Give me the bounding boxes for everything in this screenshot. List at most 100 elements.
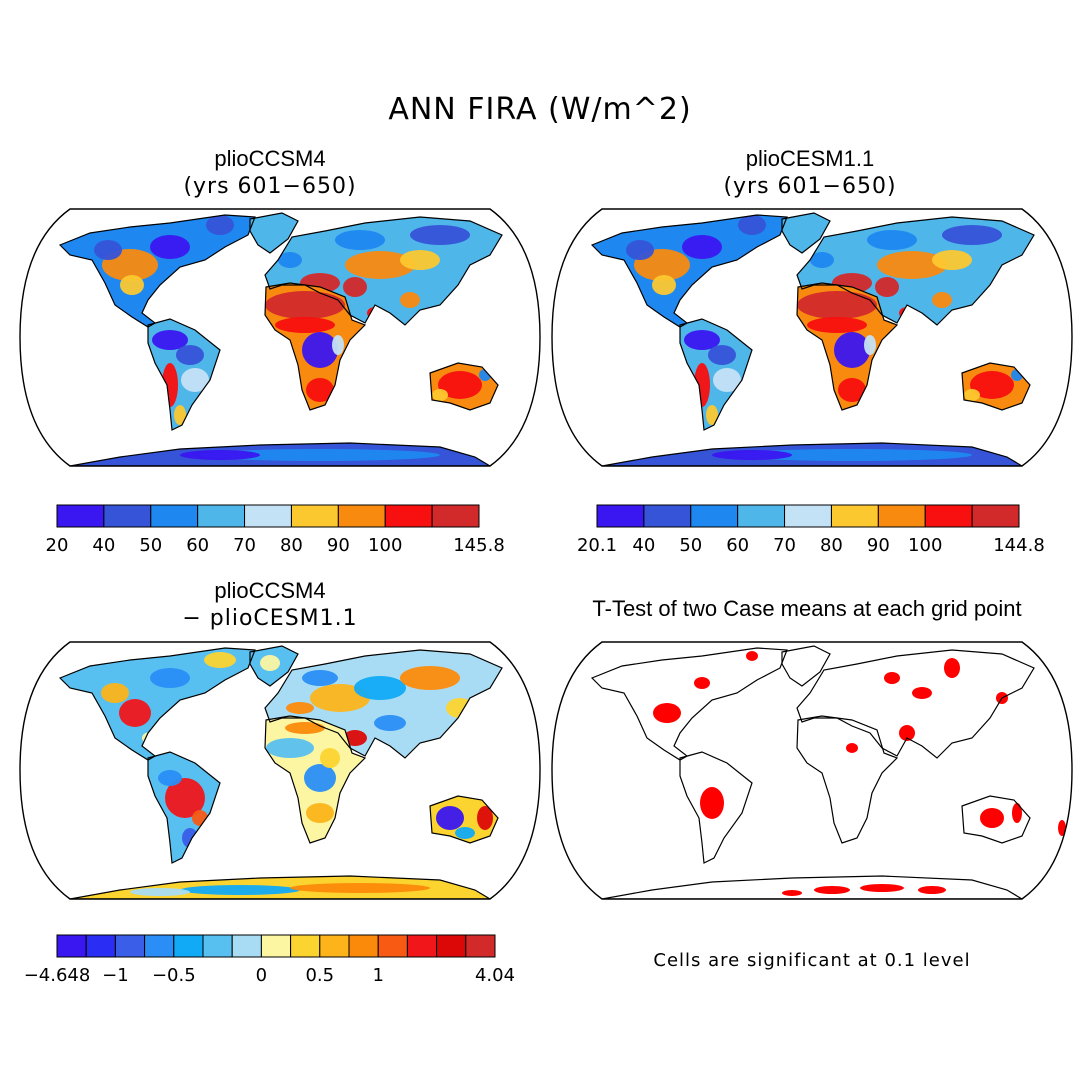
colorbar-box	[436, 934, 467, 958]
colorbar-label: −1	[102, 965, 129, 986]
north-america-coastline	[58, 214, 256, 328]
colorbar-label: 1	[372, 965, 384, 986]
south-america-coastline	[679, 751, 753, 864]
panel-2-title: plioCESM1.1	[745, 146, 875, 171]
africa-coastline	[796, 282, 899, 411]
colorbar-label: 20.1	[576, 535, 618, 556]
colorbar-box	[690, 504, 739, 528]
north-america-coastline	[58, 647, 256, 761]
panel-2-colorbar	[596, 504, 1020, 528]
colorbar-box	[784, 504, 832, 528]
colorbar-box	[971, 504, 1020, 528]
colorbar-box	[144, 934, 175, 958]
colorbar-label: 100	[908, 535, 943, 556]
eurasia-coastline	[796, 216, 1035, 326]
panel-2-map	[551, 208, 1073, 467]
colorbar-box	[103, 504, 152, 528]
figure-title: ANN FIRA (W/m^2)	[388, 92, 692, 127]
panel-1-colorbar	[56, 504, 480, 528]
colorbar-label: 0.5	[305, 965, 335, 986]
panel-1-subtitle: (yrs 601−650)	[183, 174, 357, 199]
north-america-coastline	[590, 647, 788, 761]
colorbar-box	[56, 504, 105, 528]
colorbar-box	[231, 934, 262, 958]
africa-coastline	[796, 715, 899, 844]
greenland-coastline	[249, 212, 299, 254]
panel-1-map	[19, 208, 541, 467]
australia-coastline	[429, 795, 499, 844]
colorbar-label: −4.648	[23, 965, 91, 986]
greenland-coastline	[781, 645, 831, 687]
colorbar-box	[260, 934, 292, 958]
colorbar-label: 50	[139, 535, 163, 556]
panel-3-colorbar	[56, 934, 496, 958]
south-america-coastline	[147, 751, 221, 864]
panel-4-map	[551, 641, 1073, 900]
south-america-coastline	[679, 318, 753, 431]
colorbar-box	[877, 504, 926, 528]
colorbar-label: 0	[255, 965, 268, 986]
colorbar-box	[290, 504, 339, 528]
panel-3-title: plioCCSM4	[214, 578, 326, 603]
colorbar-box	[830, 504, 879, 528]
colorbar-label: 100	[368, 535, 403, 556]
australia-coastline	[961, 362, 1031, 411]
colorbar-box	[384, 504, 433, 528]
colorbar-label: 60	[186, 535, 210, 556]
colorbar-box	[56, 934, 87, 958]
panel-4-title: T-Test of two Case means at each grid po…	[592, 596, 1022, 621]
australia-coastline	[429, 362, 499, 411]
antarctica-coastline	[69, 442, 493, 466]
australia-coastline	[961, 795, 1031, 844]
south-america-coastline	[147, 318, 221, 431]
eurasia-coastline	[264, 216, 503, 326]
colorbar-box	[337, 504, 386, 528]
significant-cells	[653, 651, 1066, 896]
colorbar-box	[197, 504, 246, 528]
colorbar-label: 70	[773, 535, 796, 556]
colorbar-label: 70	[233, 535, 256, 556]
colorbar-label: 90	[866, 535, 890, 556]
panel-1-title: plioCCSM4	[214, 146, 326, 171]
eurasia-coastline	[264, 649, 503, 759]
panel-3-subtitle: − plioCESM1.1	[182, 606, 358, 631]
colorbar-label: −0.5	[151, 965, 196, 986]
north-america-coastline	[590, 214, 788, 328]
panel-3-map	[19, 641, 541, 900]
antarctica-coastline	[69, 875, 493, 899]
colorbar-label: 60	[726, 535, 750, 556]
colorbar-label: 80	[819, 535, 843, 556]
colorbar-box	[431, 504, 480, 528]
colorbar-box	[244, 504, 292, 528]
panel-2-subtitle: (yrs 601−650)	[723, 174, 897, 199]
colorbar-box	[319, 934, 350, 958]
antarctica-coastline	[601, 875, 1025, 899]
colorbar-label: 4.04	[474, 965, 516, 986]
colorbar-box	[348, 934, 379, 958]
greenland-coastline	[249, 645, 299, 687]
colorbar-label: 40	[632, 535, 656, 556]
colorbar-label: 20	[45, 535, 69, 556]
colorbar-box	[290, 934, 321, 958]
colorbar-box	[377, 934, 408, 958]
colorbar-box	[173, 934, 204, 958]
colorbar-label: 80	[279, 535, 303, 556]
colorbar-label: 144.8	[993, 535, 1045, 556]
colorbar-box	[406, 934, 438, 958]
colorbar-box	[114, 934, 146, 958]
colorbar-label: 145.8	[453, 535, 505, 556]
africa-coastline	[264, 282, 367, 411]
colorbar-box	[643, 504, 692, 528]
colorbar-box	[465, 934, 496, 958]
colorbar-label: 40	[92, 535, 116, 556]
colorbar-box	[924, 504, 973, 528]
colorbar-box	[596, 504, 645, 528]
colorbar-label: 90	[326, 535, 350, 556]
greenland-coastline	[781, 212, 831, 254]
colorbar-box	[85, 934, 116, 958]
colorbar-box	[202, 934, 233, 958]
colorbar-box	[150, 504, 199, 528]
colorbar-box	[737, 504, 786, 528]
significance-note: Cells are significant at 0.1 level	[653, 950, 971, 971]
colorbar-label: 50	[679, 535, 703, 556]
